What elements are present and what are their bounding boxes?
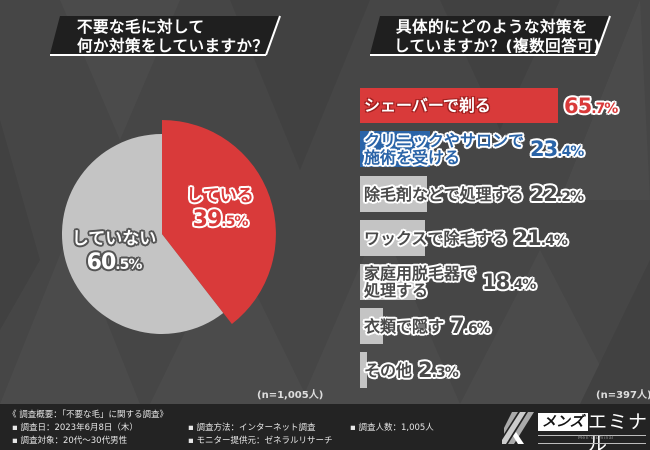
pie-label-not-doing: していない 60.5% xyxy=(64,228,164,278)
bar-wax xyxy=(360,220,425,256)
bar-shaver xyxy=(360,88,558,123)
survey-method: ▪ 調査方法：インターネット調査 xyxy=(188,423,316,433)
mens-eminal-logo: メンズ エミナル Men's Eminal xyxy=(498,410,648,450)
survey-provider: ▪ モニター提供元：ゼネラルリサーチ xyxy=(188,436,333,446)
pie-chart xyxy=(61,120,276,335)
bar-row-other: その他 2.3% xyxy=(360,352,650,388)
survey-target: ▪ 調査対象：20代～30代男性 xyxy=(12,436,128,446)
bar-clothing xyxy=(360,308,383,344)
right-title-line1: 具体的にどのような対策を xyxy=(396,18,589,36)
bar-row-depilatory: 除毛剤などで処理する 22.2% xyxy=(360,176,650,212)
bar-value-home-device: 18.4% xyxy=(482,270,536,294)
pie-label-not-doing-name: していない xyxy=(71,229,157,249)
bar-other xyxy=(360,352,367,388)
bar-row-clinic: クリニックやサロンで 施術を受ける 23.4% xyxy=(360,131,650,167)
logo-subtext: Men's Eminal xyxy=(578,436,614,441)
left-title-line1: 不要な毛に対して xyxy=(77,18,205,36)
pie-label-doing-name: している xyxy=(186,186,254,206)
right-sample-size: (n=397人) xyxy=(596,390,650,401)
logo-stripes-icon xyxy=(502,412,534,444)
logo-line-bottom xyxy=(538,443,646,444)
pie-slice-not-doing xyxy=(61,133,224,335)
survey-heading: 《 調査概要：「不要な毛」に関する調査》 xyxy=(8,410,168,420)
left-title-banner: 不要な毛に対して 何か対策をしていますか？ xyxy=(48,14,283,56)
bar-row-shaver: シェーバーで剃る 65.7% xyxy=(360,88,650,123)
left-sample-size: (n=1,005人) xyxy=(257,390,324,401)
survey-count: ▪ 調査人数：1,005人 xyxy=(350,423,434,433)
bar-row-wax: ワックスで除毛する 21.4% xyxy=(360,220,650,256)
bar-value-wax: 21.4% xyxy=(513,226,568,250)
bar-label-depilatory: 除毛剤などで処理する xyxy=(364,184,524,204)
bar-label-shaver: シェーバーで剃る xyxy=(364,96,491,115)
right-title-banner: 具体的にどのような対策を していますか？(複数回答可) xyxy=(368,14,613,56)
logo-eminal-text: エミナル xyxy=(588,411,649,450)
bar-clinic xyxy=(360,131,430,167)
bar-label-home-device: 家庭用脱毛器で 処理する xyxy=(364,264,477,300)
bar-label-other: その他 xyxy=(364,360,413,380)
bar-label-wax: ワックスで除毛する xyxy=(364,228,508,248)
right-title-line2: していますか？(複数回答可) xyxy=(394,37,601,55)
pie-label-doing-value: 39.5% xyxy=(192,207,249,232)
bar-depilatory xyxy=(360,176,427,212)
bar-row-clothing: 衣類で隠す 7.6% xyxy=(360,308,650,344)
bar-label-clothing: 衣類で隠す xyxy=(364,316,445,336)
pie-slice-doing xyxy=(162,120,276,324)
pie-label-doing: している 39.5% xyxy=(170,185,270,235)
bar-value-clothing: 7.6% xyxy=(450,314,491,338)
pie-label-not-doing-value: 60.5% xyxy=(86,250,143,275)
bar-value-clinic: 23.4% xyxy=(530,137,584,161)
logo-line-top xyxy=(538,435,646,436)
logo-mens-box: メンズ xyxy=(538,413,588,431)
bar-home-device xyxy=(360,264,416,300)
bar-label-clinic: クリニックやサロンで 施術を受ける xyxy=(364,131,525,167)
bar-value-shaver: 65.7% xyxy=(564,93,618,118)
survey-date: ▪ 調査日：2023年6月8日（木） xyxy=(12,423,138,433)
bar-value-depilatory: 22.2% xyxy=(529,182,584,206)
bar-row-home-device: 家庭用脱毛器で 処理する 18.4% xyxy=(360,264,650,300)
bar-value-other: 2.3% xyxy=(418,358,459,382)
left-title-line2: 何か対策をしていますか？ xyxy=(77,37,269,55)
